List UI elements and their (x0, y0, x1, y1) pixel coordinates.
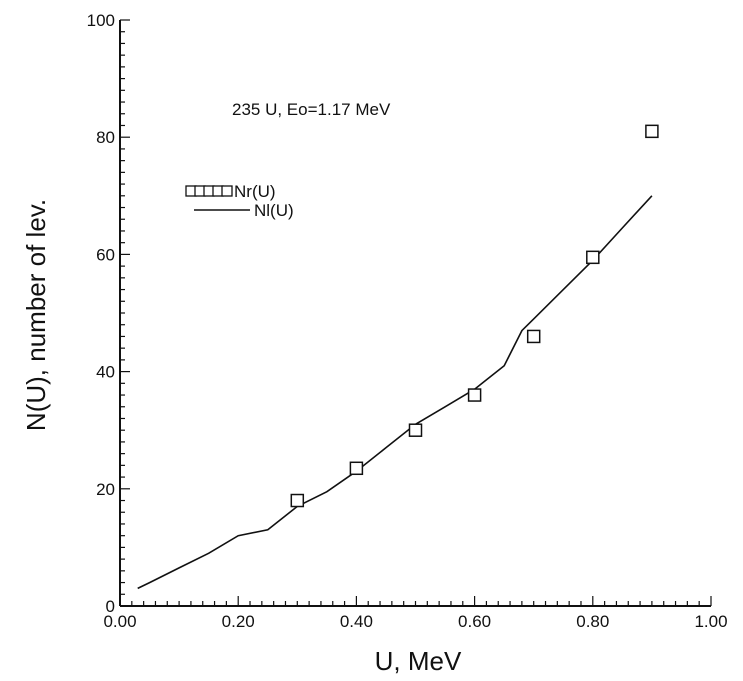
data-point-nr (290, 493, 305, 508)
ticks (119, 19, 712, 607)
data-point-nr (586, 250, 600, 265)
legend-markers (185, 185, 233, 197)
x-tick-label: 0.40 (340, 612, 373, 631)
x-axis-title: U, MeV (375, 646, 462, 676)
series-markers-group (290, 124, 659, 508)
y-tick-label: 0 (106, 597, 115, 616)
series-line-group (137, 195, 653, 590)
legend: Nr(U) Nl(U) (185, 182, 294, 220)
y-tick-label: 40 (96, 363, 115, 382)
y-tick-label: 100 (87, 11, 115, 30)
x-tick-label: 0.80 (576, 612, 609, 631)
chart-annotation: 235 U, Eo=1.17 MeV (232, 100, 391, 119)
tick-labels: 0.00 0.20 0.40 0.60 0.80 1.00 0 20 40 60 80 100 (87, 11, 728, 631)
legend-label-nr: Nr(U) (234, 182, 276, 201)
legend-marker-swatch (221, 185, 233, 197)
x-tick-label: 0.20 (222, 612, 255, 631)
x-tick-label: 1.00 (694, 612, 727, 631)
x-tick-label: 0.60 (458, 612, 491, 631)
y-tick-label: 20 (96, 480, 115, 499)
y-tick-label: 60 (96, 245, 115, 264)
x-tick-label: 0.00 (103, 612, 136, 631)
series-line-nl (137, 195, 653, 590)
data-point-nr (526, 329, 541, 344)
legend-label-nl: Nl(U) (254, 201, 294, 220)
data-point-nr (467, 388, 482, 402)
data-point-nr (349, 461, 364, 476)
data-point-nr (408, 423, 423, 437)
data-point-nr (645, 124, 659, 139)
y-axis-title: N(U), number of lev. (21, 199, 51, 431)
axes (119, 20, 711, 607)
y-tick-label: 80 (96, 128, 115, 147)
